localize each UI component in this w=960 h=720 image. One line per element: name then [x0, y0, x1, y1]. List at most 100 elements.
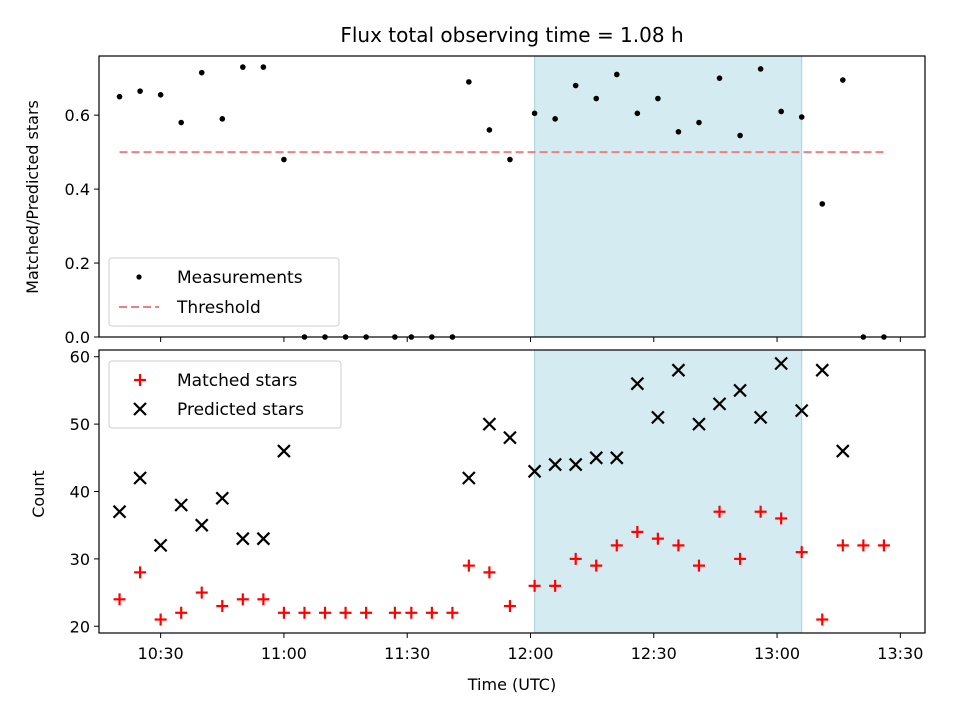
x-tick-label: 12:30 [631, 644, 677, 663]
matched-star-point [388, 606, 401, 619]
predicted-star-point [568, 457, 583, 472]
y-tick-label: 0.6 [65, 106, 90, 125]
y-tick-label: 50 [70, 415, 90, 434]
matched-star-point [134, 566, 147, 579]
bottom-x-axis: 10:30 11:00 11:30 12:00 12:30 13:00 13:30 [138, 633, 923, 663]
matched-star-point [631, 525, 644, 538]
x-tick-label: 13:30 [877, 644, 923, 663]
y-tick-label: 20 [70, 617, 90, 636]
measurement-point [798, 114, 805, 120]
top-legend-box [108, 257, 340, 327]
matched-star-point [257, 593, 270, 606]
bottom-legend-box [108, 360, 342, 429]
measurement-point [531, 110, 538, 117]
shaded-region [534, 350, 802, 633]
measurement-point [696, 119, 702, 126]
predicted-star-point [256, 531, 271, 546]
matched-star-point [857, 539, 870, 552]
y-tick-label: 0.0 [65, 328, 90, 347]
measurement-point [655, 95, 661, 102]
matched-star-point [298, 606, 311, 619]
predicted-star-point [112, 504, 127, 519]
matched-star-point [795, 546, 808, 559]
legend-predicted-label: Predicted stars [177, 400, 304, 420]
measurement-point [593, 95, 600, 102]
predicted-star-point [610, 451, 624, 465]
matched-star-point [692, 559, 705, 572]
predicted-star-point [753, 410, 768, 425]
predicted-star-point [589, 451, 604, 465]
y-tick-label: 30 [70, 550, 90, 569]
measurement-point [552, 116, 558, 122]
predicted-star-point [630, 376, 645, 391]
top-axes-frame [98, 55, 926, 338]
x-tick-label: 12:00 [507, 644, 553, 663]
measurement-point [634, 110, 641, 117]
predicted-star-point [548, 457, 562, 472]
measurement-point [572, 82, 579, 89]
matched-star-point [775, 512, 788, 525]
top-x-axis-ticks [160, 337, 901, 342]
matched-star-point [462, 559, 475, 572]
matched-star-point [175, 606, 188, 619]
measurement-point [819, 201, 826, 207]
matched-star-point [836, 539, 849, 552]
matched-stars-series [113, 505, 890, 626]
matched-star-point [503, 600, 516, 613]
predicted-star-point [815, 363, 830, 377]
measurement-point [219, 116, 226, 122]
measurement-point [260, 64, 267, 70]
x-tick-label: 11:30 [384, 644, 430, 663]
legend-measurements-marker [136, 274, 142, 280]
measurement-point [778, 108, 784, 115]
y-tick-label: 0.2 [65, 254, 90, 273]
predicted-star-point [712, 397, 727, 411]
predicted-star-point [153, 538, 168, 553]
predicted-star-point [174, 498, 188, 512]
predicted-star-point [194, 518, 209, 532]
predicted-star-point [794, 403, 809, 418]
measurement-point [178, 119, 184, 126]
matched-star-point [528, 579, 541, 592]
top-shaded-interval [534, 56, 803, 337]
legend-measurements-label: Measurements [177, 268, 303, 288]
top-y-axis-label: Matched/Predicted stars [23, 100, 42, 294]
measurement-point [840, 77, 846, 83]
matched-star-point [319, 606, 332, 619]
matched-star-point [569, 552, 582, 565]
y-tick-label: 0.4 [65, 180, 90, 199]
measurement-point [198, 69, 205, 76]
predicted-star-point [836, 444, 850, 458]
predicted-star-point [236, 531, 250, 546]
matched-star-point [754, 505, 767, 518]
matched-star-point [405, 606, 418, 619]
matched-star-point [549, 579, 562, 592]
measurement-point [240, 64, 246, 70]
predicted-star-point [733, 383, 747, 398]
predicted-star-point [215, 491, 230, 506]
bottom-panel: 20 30 40 50 60 10:30 11:00 11:30 12:00 12:30 13:0… [29, 348, 926, 694]
matched-star-point [483, 566, 496, 579]
legend-predicted-marker [133, 402, 147, 416]
matched-star-point [734, 552, 747, 565]
y-tick-label: 60 [70, 348, 90, 367]
top-y-axis: 0.0 0.2 0.4 0.6 [65, 106, 99, 347]
measurement-point [281, 156, 287, 163]
matched-star-point [816, 613, 829, 626]
legend-matched-label: Matched stars [177, 371, 297, 391]
predicted-stars-series [112, 356, 850, 553]
predicted-star-point [527, 464, 542, 479]
measurement-point [613, 71, 620, 78]
matched-star-point [610, 539, 623, 552]
matched-star-point [195, 586, 208, 599]
predicted-star-point [651, 410, 665, 425]
predicted-star-point [671, 363, 686, 377]
bottom-legend: Matched stars Predicted stars [108, 360, 342, 429]
matched-star-point [360, 606, 373, 619]
predicted-star-point [774, 356, 788, 371]
bottom-shaded-interval [534, 350, 803, 633]
top-panel: 0.0 0.2 0.4 0.6 Matched/Predicted stars Mea… [23, 55, 926, 347]
predicted-star-point [482, 417, 497, 431]
